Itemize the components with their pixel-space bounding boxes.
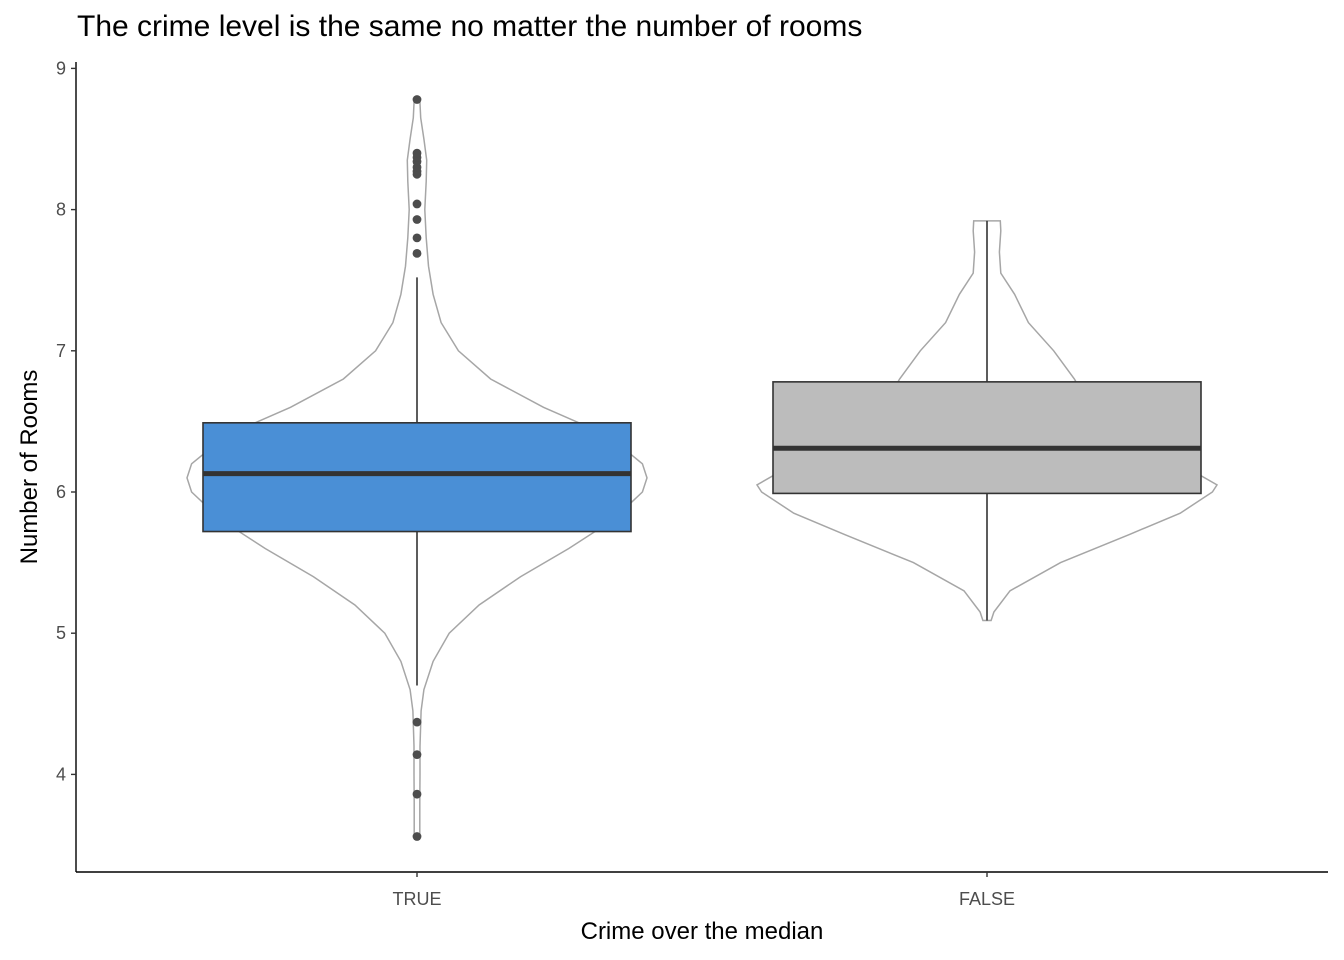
outlier-point	[412, 832, 422, 841]
outlier-point	[412, 199, 422, 209]
y-tick-label: 5	[56, 623, 66, 643]
x-axis-title: Crime over the median	[581, 918, 824, 945]
outlier-point	[412, 789, 422, 799]
outlier-point	[412, 248, 422, 258]
x-tick-label: TRUE	[393, 889, 442, 909]
box-layer	[202, 220, 1202, 686]
outlier-point	[412, 148, 422, 158]
outlier-point	[412, 95, 422, 104]
outlier-point	[412, 717, 422, 727]
outlier-point	[412, 750, 422, 760]
y-tick-label: 7	[56, 341, 66, 361]
outlier-layer	[412, 95, 422, 841]
violin-false	[755, 220, 1219, 622]
outlier-point	[412, 233, 422, 243]
axis-layer: 4 5 6 7 8 9 TRUE FALSE	[56, 58, 1328, 909]
box-false	[772, 381, 1202, 495]
box-true	[202, 422, 632, 533]
y-axis-title: Number of Rooms	[16, 370, 43, 565]
y-tick-label: 8	[56, 200, 66, 220]
y-tick-label: 9	[56, 58, 66, 78]
x-tick-label: FALSE	[959, 889, 1015, 909]
chart-title: The crime level is the same no matter th…	[77, 10, 863, 43]
outlier-point	[412, 215, 422, 224]
y-tick-label: 4	[56, 764, 66, 784]
y-tick-label: 6	[56, 482, 66, 502]
